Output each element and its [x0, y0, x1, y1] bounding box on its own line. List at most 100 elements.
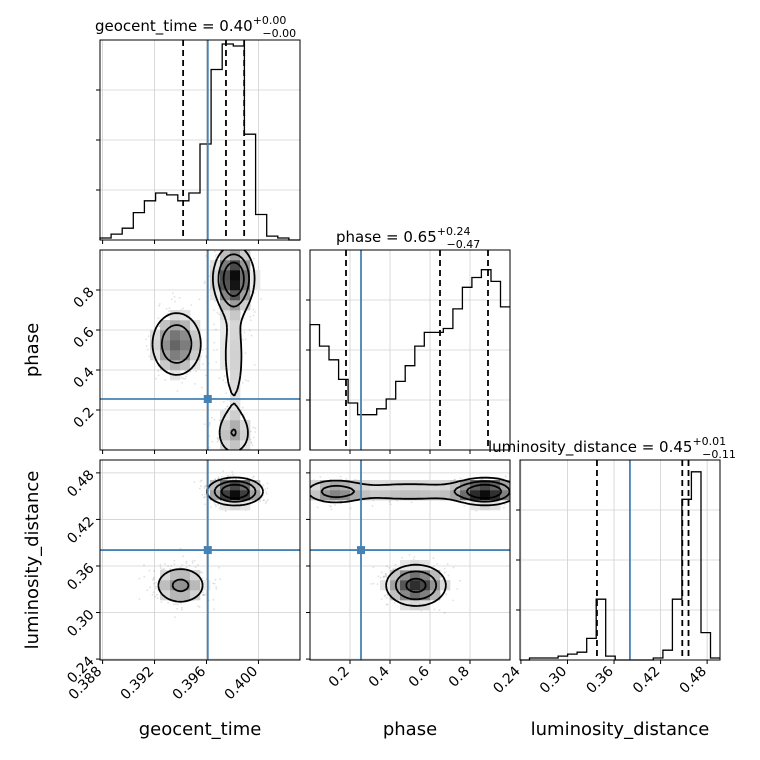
density-bin: [180, 320, 191, 331]
sample-point: [213, 323, 215, 326]
sample-point: [215, 328, 217, 331]
density-bin: [190, 580, 201, 591]
sample-point: [262, 499, 265, 502]
sample-point: [459, 477, 462, 480]
sample-point: [215, 587, 218, 590]
sample-point: [147, 335, 150, 337]
sample-point: [225, 392, 228, 395]
sample-point: [432, 565, 435, 568]
sample-point: [218, 307, 221, 310]
sample-point: [152, 578, 155, 580]
sample-point: [191, 560, 194, 562]
x-axis-label-luminosity-distance: luminosity_distance: [531, 719, 710, 740]
density-bin: [230, 330, 241, 341]
contour-luminosity-distance-vs-geocent-time-level-1: [157, 476, 264, 603]
sample-point: [389, 503, 392, 506]
sample-point: [249, 319, 252, 322]
sample-point: [226, 475, 229, 477]
density-bin: [400, 580, 411, 591]
density-bin: [230, 440, 241, 451]
truth-marker: [203, 395, 212, 403]
sample-point: [138, 577, 141, 580]
sample-point: [382, 575, 385, 578]
sample-point: [252, 426, 255, 429]
panel-frame: [99, 459, 301, 661]
sample-point: [158, 304, 161, 307]
density-bin: [220, 480, 231, 491]
sample-point: [216, 348, 218, 351]
sample-point: [149, 586, 151, 589]
sample-point: [224, 510, 227, 512]
sample-point: [345, 478, 348, 481]
truth-marker: [357, 546, 365, 555]
density-bin: [340, 490, 351, 501]
sample-point: [503, 503, 506, 506]
sample-point: [254, 431, 257, 433]
sample-point: [182, 555, 185, 558]
sample-point: [200, 355, 202, 358]
sample-point: [217, 439, 220, 442]
density-bin: [430, 590, 441, 601]
sample-point: [173, 295, 176, 298]
panel-frame: [99, 249, 301, 451]
sample-point: [266, 482, 269, 485]
density-bin: [370, 490, 381, 501]
sample-point: [245, 379, 247, 381]
density-bin: [450, 480, 461, 491]
x-tick-label: 0.2: [326, 664, 353, 691]
density-bin: [480, 490, 491, 501]
sample-point: [463, 505, 466, 507]
sample-point: [384, 575, 387, 578]
sample-point: [481, 478, 484, 481]
sample-point: [372, 566, 375, 568]
density-bin: [230, 280, 241, 291]
sample-point: [146, 348, 149, 351]
sample-point: [386, 565, 388, 568]
sample-point: [179, 547, 182, 550]
sample-point: [193, 481, 196, 483]
y-tick-label: 0.6: [71, 324, 98, 351]
sample-point: [394, 563, 397, 566]
sample-point: [214, 578, 217, 581]
sample-point: [160, 568, 163, 570]
sample-point: [218, 566, 220, 569]
x-tick-label: 0.42: [630, 664, 663, 697]
sample-point: [264, 488, 267, 491]
sample-point: [370, 583, 373, 585]
sample-point: [260, 298, 263, 301]
sample-point: [201, 494, 204, 496]
density-bin: [250, 280, 261, 291]
sample-point: [158, 325, 161, 328]
sample-point: [172, 292, 174, 295]
sample-point: [215, 361, 218, 363]
density-bin: [180, 340, 191, 351]
sample-point: [226, 405, 229, 407]
density-bin: [400, 480, 411, 491]
sample-point: [475, 510, 478, 512]
x-tick-label: 0.400: [222, 664, 262, 704]
sample-point: [213, 608, 215, 610]
sample-point: [163, 568, 166, 570]
x-tick-label: 0.392: [118, 664, 158, 704]
sample-point: [181, 382, 184, 384]
sample-point: [195, 370, 198, 373]
sample-point: [372, 582, 375, 585]
sample-point: [157, 370, 160, 372]
sample-point: [252, 476, 254, 479]
sample-point: [169, 568, 172, 570]
density-bin: [210, 270, 221, 281]
density-bin: [180, 330, 191, 341]
density-bin: [210, 480, 221, 491]
sample-point: [159, 563, 162, 566]
sample-point: [157, 317, 160, 320]
sample-point: [254, 311, 256, 313]
sample-point: [440, 576, 443, 579]
density-bin: [390, 590, 401, 601]
sample-point: [203, 282, 206, 285]
density-bin: [170, 360, 181, 371]
density-bin: [230, 320, 241, 331]
sample-point: [175, 603, 177, 606]
sample-point: [157, 374, 160, 377]
sample-point: [201, 571, 204, 574]
sample-point: [159, 566, 162, 569]
